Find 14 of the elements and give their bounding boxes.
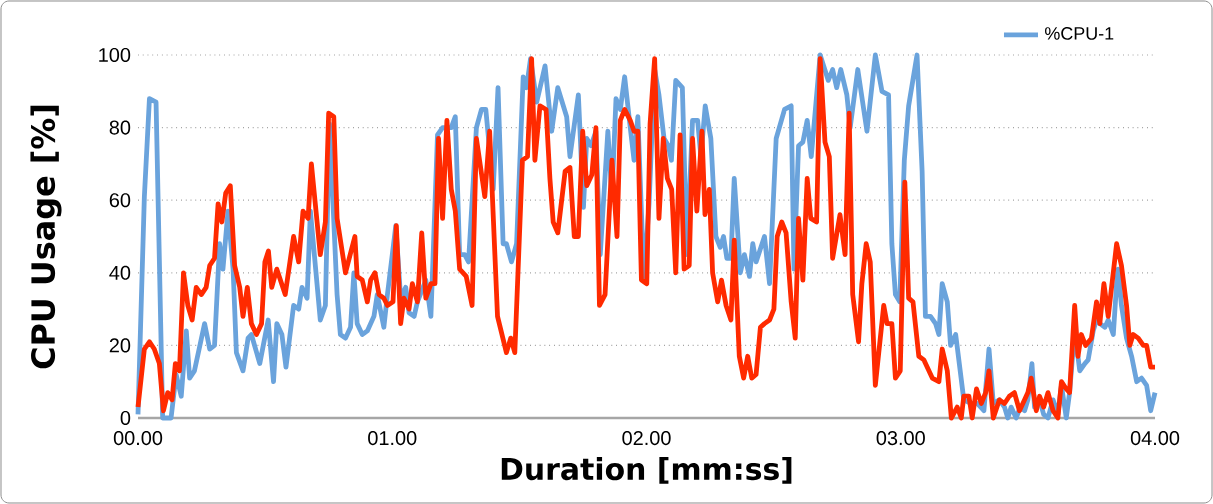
y-tick-label: 40 bbox=[109, 265, 131, 280]
legend-label: %CPU-1 bbox=[1045, 27, 1114, 40]
y-tick-label: 0 bbox=[120, 410, 131, 426]
x-tick-label: 02.00 bbox=[622, 431, 671, 446]
y-tick-label: 80 bbox=[109, 120, 131, 135]
x-tick-label: 00.00 bbox=[113, 431, 163, 446]
y-tick-label: 100 bbox=[99, 47, 131, 63]
y-tick-label: 60 bbox=[109, 193, 131, 208]
x-axis-title: Duration [mm:ss] bbox=[501, 457, 792, 484]
x-tick-label: 04.00 bbox=[1130, 431, 1180, 446]
x-tick-label: 03.00 bbox=[876, 431, 925, 446]
x-tick-label: 01.00 bbox=[368, 431, 417, 446]
y-tick-label: 20 bbox=[109, 338, 131, 353]
y-axis-title: CPU Usage [%] bbox=[30, 105, 62, 369]
